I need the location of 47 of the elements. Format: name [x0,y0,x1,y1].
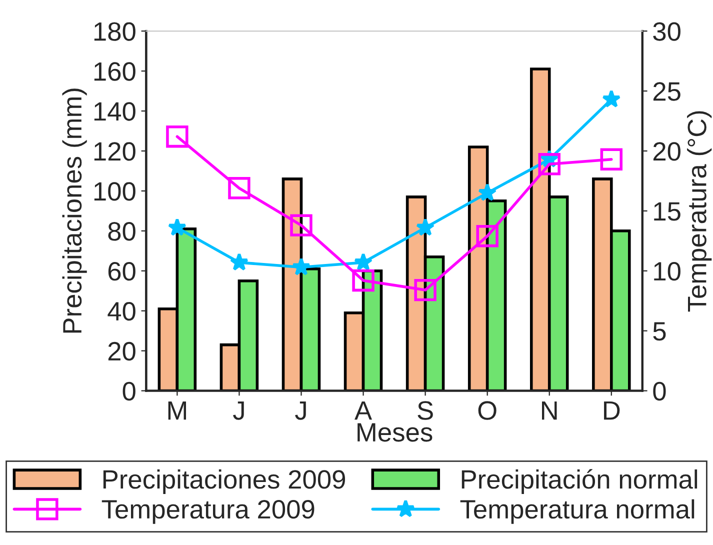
point [476,224,498,248]
y-axis-title: Precipitaciones (mm) [62,88,87,333]
y2-axis-title: Temperatura (°C) [687,111,712,312]
legend-label: Precipitaciones 2009 [103,469,346,494]
point [352,269,374,292]
y-tick-label: 180 [94,22,136,41]
y-tick-label: 80 [108,222,136,241]
x-axis-title: Meses [358,423,432,442]
point [166,125,188,148]
point [478,183,497,202]
x-tick-label: M [168,401,186,420]
point [228,177,250,200]
y-tick-label: 20 [108,342,136,361]
x-tick-label: S [418,401,433,420]
point [354,252,373,271]
point [600,148,623,170]
point [602,90,621,108]
y2-tick-label: 5 [653,322,666,341]
y-tick-label: 0 [122,382,136,401]
y-tick-label: 40 [108,302,136,321]
legend-label: Temperatura normal [460,499,694,524]
point [292,258,311,276]
legend-label: Temperatura 2009 [102,500,314,524]
y2-tick-label: 10 [654,262,680,281]
y-tick-label: 100 [94,182,136,201]
y2-tick-label: 15 [654,202,680,221]
y-tick-label: 60 [108,262,136,281]
y2-tick-label: 25 [653,82,680,101]
y2-tick-label: 30 [653,22,680,41]
point [230,252,249,271]
y-tick-label: 120 [94,142,136,161]
y2-tick-label: 0 [653,382,666,401]
point [290,214,312,236]
x-tick-label: J [295,401,306,420]
x-tick-label: A [354,401,372,420]
point [538,153,560,176]
y-tick-label: 160 [94,62,136,81]
x-tick-label: J [233,401,244,420]
x-tick-label: N [542,401,557,420]
legend-label: Precipitación normal [462,469,698,494]
x-tick-label: O [478,401,496,420]
y2-tick-label: 20 [653,142,680,161]
x-tick-label: D [604,401,620,420]
y-tick-label: 140 [94,102,136,121]
point [416,218,435,236]
point [168,218,186,236]
point [414,278,436,302]
